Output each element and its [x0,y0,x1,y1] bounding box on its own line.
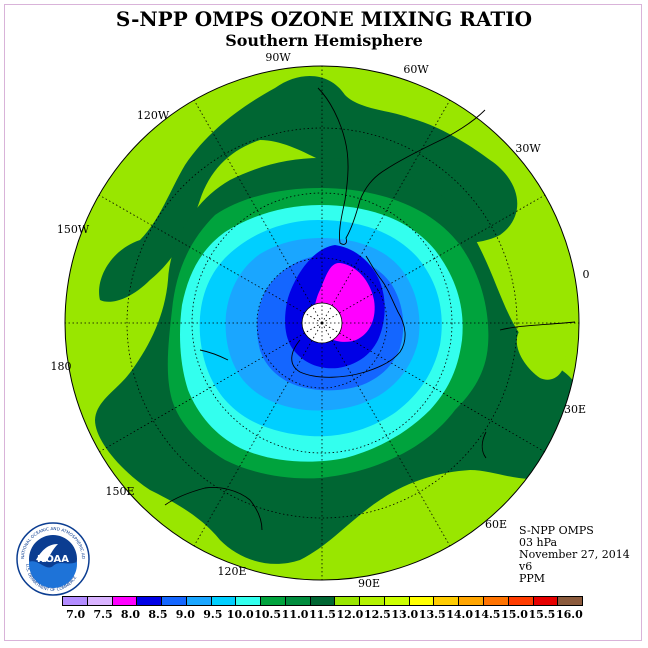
colorbar-swatch [360,597,385,605]
colorbar-tick-label: 14.0 [446,608,474,621]
lon-label-120e: 120E [217,565,246,578]
figure-frame [4,4,642,641]
lon-label-30e: 30E [564,403,586,416]
colorbar-swatch [63,597,88,605]
colorbar-tick-label: 7.0 [66,608,86,621]
africa-coast [499,321,576,331]
lon-label-60e: 60E [485,518,507,531]
colorbar-tick-label: 8.0 [120,608,141,621]
colorbar-swatch [112,597,138,605]
meridian-120e [193,322,323,547]
graticule [65,66,579,580]
colorbar-swatch [162,597,187,605]
lon-label-60w: 60W [403,63,429,76]
colorbar-tick-label: 13.0 [391,608,419,621]
colorbar-swatch [484,597,509,605]
colorbar-swatch [285,597,311,605]
colorbar-tick-label: 11.0 [281,608,309,621]
antarctica-coast [291,255,406,378]
south-america-coast [317,87,486,245]
colorbar-swatch [186,597,212,605]
colorbar-tick-label: 9.5 [203,608,223,621]
new-zealand-coast [199,349,229,361]
contour-lime-east [516,324,566,380]
colorbar-swatch [384,597,410,605]
meridian-60w [321,99,451,324]
observation-date: November 27, 2014 [519,548,630,561]
colorbar-tick-label: 13.5 [418,608,446,621]
meridian-30e [321,322,546,453]
lon-label-150e: 150E [105,485,134,498]
colorbar-tick-label: 11.5 [309,608,336,621]
australia-coast [164,487,263,531]
latitude-circle-30s [126,127,518,519]
meridian-150e [98,322,323,453]
lon-label-90e: 90E [358,577,380,590]
coastlines [164,87,576,531]
map-boundary [64,65,580,581]
colorbar-tick-label: 12.5 [363,608,391,621]
colorbar-swatch [409,597,435,605]
colorbar-tick-label: 9.0 [175,608,195,621]
colorbar-tick-label: 7.5 [93,608,113,621]
contour-darkgreen-north [99,75,518,302]
colorbar [62,596,583,606]
colorbar-swatch [310,597,336,605]
meridian-150w [98,194,323,324]
colorbar-swatch [211,597,237,605]
lon-label-90w: 90W [265,51,291,64]
colorbar-tick-label: 15.5 [528,608,556,621]
colorbar-swatch [508,597,534,605]
meridian-60e [321,322,451,547]
lon-label-30w: 30W [515,142,541,155]
lon-label-150w: 150W [57,223,90,236]
colorbar-swatch [558,597,583,605]
colorbar-swatch [335,597,361,605]
colorbar-swatch [533,597,559,605]
units-label: PPM [519,572,546,585]
meridian-30w [321,194,546,324]
pressure-level: 03 hPa [519,536,558,549]
instrument-label: S-NPP OMPS [519,524,594,537]
noaa-logo-text: NOAA [37,554,69,565]
map-subtitle: Southern Hemisphere [225,31,423,50]
colorbar-tick-label: 16.0 [555,608,583,621]
info-block: S-NPP OMPS 03 hPa November 27, 2014 v6 P… [519,525,630,585]
colorbar-swatch [137,597,163,605]
latitude-circle-50s [191,192,453,454]
map-title: S-NPP OMPS OZONE MIXING RATIO [115,7,533,31]
meridian-120w [193,99,323,324]
lon-label-120w: 120W [137,109,170,122]
longitude-labels: 90W 60W 30W 0 30E 60E 90E 120E 150E 180 … [51,51,590,590]
madagascar-coast [481,431,487,459]
colorbar-tick-label: 10.0 [226,608,254,621]
colorbar-swatch [459,597,485,605]
lon-label-0: 0 [583,268,590,281]
colorbar-tick-label: 12.0 [336,608,364,621]
noaa-logo: NOAA NATIONAL OCEANIC AND ATMOSPHERIC AD… [16,522,90,596]
colorbar-tick-label: 15.0 [501,608,528,621]
colorbar-swatch [87,597,113,605]
colorbar-swatch [434,597,460,605]
colorbar-tick-label: 14.5 [473,608,501,621]
data-version: v6 [519,560,533,573]
colorbar-tick-label: 10.5 [254,608,282,621]
colorbar-swatch [261,597,286,605]
colorbar-tick-label: 8.5 [148,608,168,621]
colorbar-swatch [236,597,262,605]
lon-label-180: 180 [51,360,72,373]
